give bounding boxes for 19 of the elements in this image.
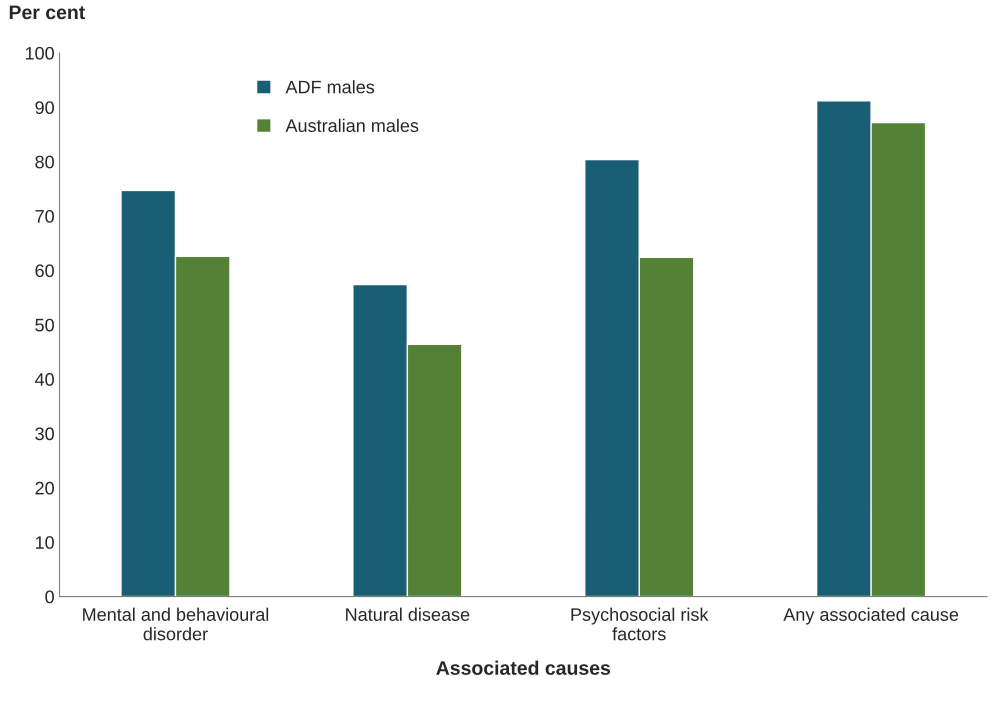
y-tick-label: 50 bbox=[35, 318, 54, 332]
x-tick-label: Any associated cause bbox=[783, 608, 958, 625]
x-axis-title: Associated causes bbox=[436, 660, 610, 675]
y-tick-label: 80 bbox=[35, 156, 54, 168]
y-tick-label: 70 bbox=[36, 210, 54, 223]
y-tick-label: 0 bbox=[45, 590, 54, 604]
y-tick-label: 90 bbox=[35, 101, 54, 114]
legend-label: ADF males bbox=[286, 80, 374, 94]
x-tick-label: Natural disease bbox=[346, 608, 470, 621]
x-tick-label: Psychosocial risk factors bbox=[571, 608, 708, 640]
y-tick-label: 40 bbox=[34, 373, 54, 386]
y-tick-label: 100 bbox=[26, 46, 54, 60]
x-tick-label: Mental and behavioural disorder bbox=[83, 608, 268, 640]
y-tick-label: 10 bbox=[36, 536, 54, 549]
legend-label: Australian males bbox=[286, 118, 418, 132]
y-tick-label: 60 bbox=[35, 264, 54, 278]
y-axis-title: Per cent bbox=[10, 6, 85, 20]
y-tick-label: 20 bbox=[35, 482, 54, 495]
y-tick-label: 30 bbox=[35, 427, 54, 440]
